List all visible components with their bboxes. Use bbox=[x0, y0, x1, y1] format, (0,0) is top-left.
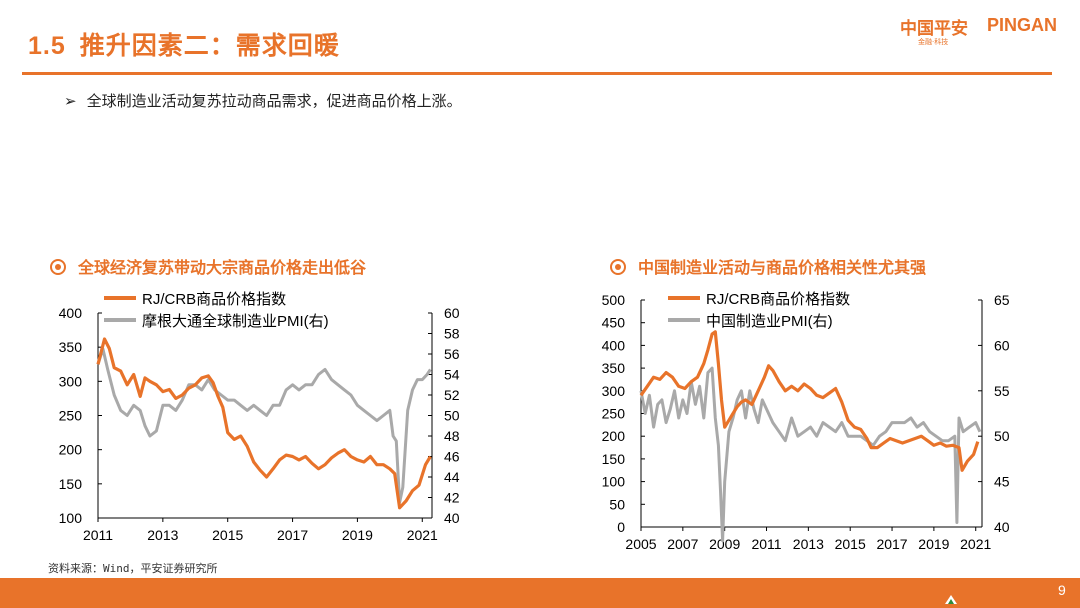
y-tick-label: 300 bbox=[602, 383, 626, 399]
bullet-text: 全球制造业活动复苏拉动商品需求，促进商品价格上涨。 bbox=[86, 92, 462, 110]
y2-tick-label: 60 bbox=[444, 305, 460, 321]
x-tick-label: 2021 bbox=[960, 536, 991, 552]
series-line-crb bbox=[639, 330, 980, 472]
y-tick-label: 150 bbox=[602, 451, 626, 467]
footer-logo-icon bbox=[945, 595, 957, 604]
chart-1-title: 全球经济复苏带动大宗商品价格走出低谷 bbox=[78, 258, 367, 277]
title-divider bbox=[22, 72, 1052, 75]
y2-tick-label: 60 bbox=[994, 337, 1010, 353]
y-tick-label: 100 bbox=[602, 474, 626, 490]
x-tick-label: 2015 bbox=[212, 527, 243, 543]
y2-tick-label: 48 bbox=[444, 428, 460, 444]
y-tick-label: 0 bbox=[617, 519, 625, 535]
y-tick-label: 200 bbox=[59, 442, 83, 458]
series-line-crb bbox=[96, 337, 432, 510]
logo-en: PINGAN bbox=[987, 15, 1058, 35]
bullet-point: ➢ 全球制造业活动复苏拉动商品需求，促进商品价格上涨。 bbox=[64, 90, 462, 111]
x-tick-label: 2013 bbox=[147, 527, 178, 543]
y-tick-label: 250 bbox=[59, 408, 83, 424]
y2-tick-label: 40 bbox=[994, 519, 1010, 535]
y-tick-label: 350 bbox=[602, 360, 626, 376]
chart-2-title: 中国制造业活动与商品价格相关性尤其强 bbox=[638, 258, 927, 277]
series-line-pmi bbox=[639, 366, 982, 543]
chart-1: 400 350 300 250 200 150 100 60 58 56 54 52 50 48 46 44 4… bbox=[59, 291, 460, 543]
legend-label: RJ/CRB商品价格指数 bbox=[706, 291, 850, 308]
legend-label: 中国制造业PMI(右) bbox=[706, 313, 833, 330]
y2-tick-label: 42 bbox=[444, 490, 460, 506]
y2-tick-label: 50 bbox=[444, 408, 460, 424]
y2-tick-label: 44 bbox=[444, 469, 460, 485]
x-tick-label: 2021 bbox=[407, 527, 438, 543]
y2-tick-label: 56 bbox=[444, 346, 460, 362]
x-tick-label: 2011 bbox=[83, 527, 113, 543]
y2-tick-label: 46 bbox=[444, 449, 460, 465]
y-tick-label: 300 bbox=[59, 373, 83, 389]
y2-tick-label: 45 bbox=[994, 474, 1010, 490]
chart-2-heading: 中国制造业活动与商品价格相关性尤其强 bbox=[610, 254, 926, 278]
x-tick-label: 2019 bbox=[342, 527, 373, 543]
pingan-logo: 中国平安 PINGAN 金融·科技 bbox=[900, 14, 1070, 50]
arrow-bullet-icon: ➢ bbox=[64, 92, 77, 110]
y-tick-label: 100 bbox=[59, 510, 83, 526]
x-tick-label: 2017 bbox=[277, 527, 308, 543]
title-text: 推升因素二：需求回暖 bbox=[79, 31, 340, 60]
y-tick-label: 50 bbox=[609, 496, 625, 512]
logo-subtitle: 金融·科技 bbox=[918, 38, 949, 46]
legend-label: 摩根大通全球制造业PMI(右) bbox=[142, 312, 329, 330]
y2-tick-label: 50 bbox=[994, 428, 1010, 444]
y-tick-label: 400 bbox=[602, 337, 626, 353]
source-note: 资料来源：Wind，平安证券研究所 bbox=[48, 562, 218, 575]
chart-2: 5004504003503002502001501005006560555045… bbox=[602, 291, 1010, 552]
page-title: 1.5 推升因素二：需求回暖 bbox=[28, 26, 340, 62]
x-tick-label: 2017 bbox=[876, 536, 907, 552]
target-bullet-icon bbox=[610, 259, 626, 275]
y-tick-label: 400 bbox=[59, 305, 83, 321]
y2-tick-label: 55 bbox=[994, 383, 1010, 399]
y-tick-label: 350 bbox=[59, 339, 83, 355]
x-tick-label: 2005 bbox=[625, 536, 656, 552]
y2-tick-label: 52 bbox=[444, 387, 460, 403]
y-tick-label: 200 bbox=[602, 428, 626, 444]
x-tick-label: 2019 bbox=[918, 536, 949, 552]
y2-tick-label: 58 bbox=[444, 326, 460, 342]
y-tick-label: 250 bbox=[602, 406, 626, 422]
x-tick-label: 2009 bbox=[709, 536, 740, 552]
chart-1-heading: 全球经济复苏带动大宗商品价格走出低谷 bbox=[50, 254, 366, 278]
page-number: 9 bbox=[1058, 582, 1066, 598]
y-tick-label: 150 bbox=[59, 476, 83, 492]
series-line-pmi bbox=[96, 347, 432, 505]
y2-tick-label: 40 bbox=[444, 510, 460, 526]
target-bullet-icon bbox=[50, 259, 66, 275]
y-tick-label: 500 bbox=[602, 292, 626, 308]
logo-cn: 中国平安 bbox=[900, 19, 968, 39]
x-tick-label: 2013 bbox=[793, 536, 824, 552]
section-number: 1.5 bbox=[28, 32, 66, 60]
x-tick-label: 2011 bbox=[751, 536, 781, 552]
footer-bar bbox=[0, 578, 1080, 608]
y2-tick-label: 54 bbox=[444, 367, 460, 383]
y-tick-label: 450 bbox=[602, 315, 626, 331]
x-tick-label: 2015 bbox=[835, 536, 866, 552]
x-tick-label: 2007 bbox=[667, 536, 698, 552]
y2-tick-label: 65 bbox=[994, 292, 1010, 308]
legend-label: RJ/CRB商品价格指数 bbox=[142, 291, 286, 308]
